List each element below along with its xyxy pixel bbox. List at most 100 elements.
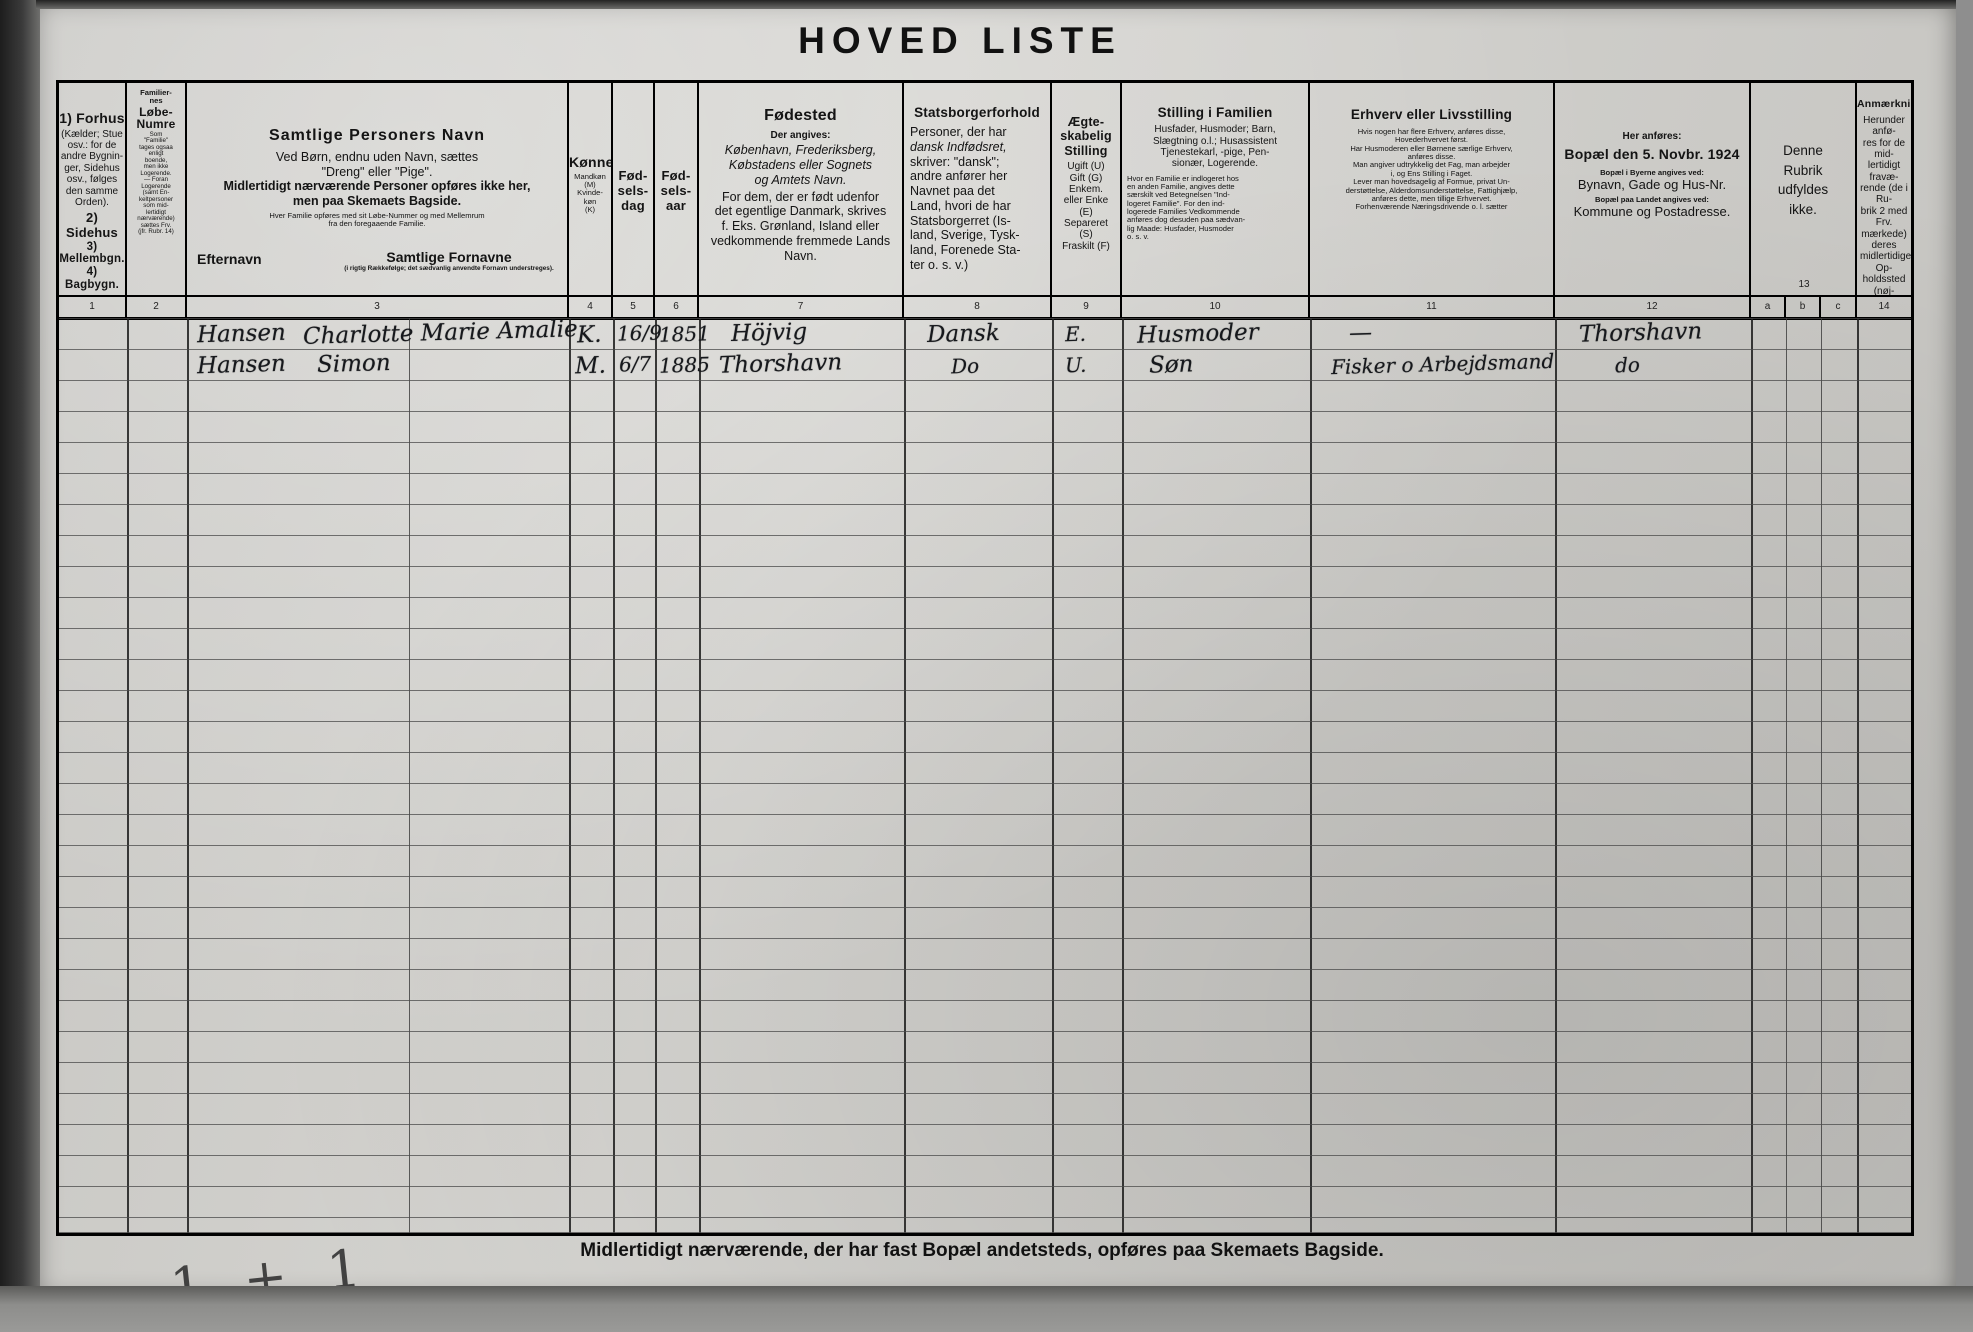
col4-line: Mandkøn	[574, 171, 606, 181]
col4-title: Kønnet	[569, 154, 613, 170]
col1-title: 1) Forhus	[59, 110, 125, 126]
col4-line: (M)	[584, 180, 596, 190]
col10-fine: logerede Families Vedkommende	[1127, 207, 1240, 217]
paper-sheet	[36, 0, 1956, 1300]
col3-line: "Dreng" eller "Pige".	[321, 164, 433, 179]
col13-line: Denne	[1783, 143, 1823, 158]
header-col-lobenumre: Familier- nes Løbe- Numre Som "Familie" …	[127, 83, 187, 295]
col13-line: ikke.	[1789, 201, 1817, 217]
cell-konnet: M.	[574, 352, 607, 380]
footer-note: Midlertidigt nærværende, der har fast Bo…	[580, 1240, 1384, 1261]
page-bottom-edge	[0, 1286, 1973, 1332]
col2-fine: enligt	[148, 150, 164, 158]
col2-fine: boende,	[144, 156, 168, 164]
col1-line: (Kælder; Stue	[61, 128, 123, 140]
col8-line: Land, hvori de har	[910, 198, 1011, 213]
cell-fodselsdag: 16/9	[616, 320, 663, 346]
header-col-statsborgerforhold: Statsborgerforhold Personer, der har dan…	[904, 83, 1052, 295]
col6-line: aar	[665, 197, 687, 213]
col11-fine: anføres disse.	[1407, 152, 1456, 162]
colnum-10: 10	[1122, 297, 1310, 317]
col2-line: Familier-	[140, 88, 172, 97]
colnum-11: 11	[1310, 297, 1555, 317]
col2-fine: (jfr. Rubr. 14)	[138, 228, 174, 236]
col14-title: Anmærkninger	[1857, 98, 1911, 110]
colnum-1: 1	[59, 297, 127, 317]
col5-line: sels-	[617, 182, 649, 198]
colnum-7: 7	[699, 297, 904, 317]
header-col-bopael: Her anføres: Bopæl den 5. Novbr. 1924 Bo…	[1555, 83, 1751, 295]
col11-fine: i, og Ens Stilling i Faget.	[1390, 168, 1473, 178]
col12-title: Bopæl den 5. Novbr. 1924	[1564, 146, 1740, 163]
col14-line: res for de mid-	[1862, 137, 1906, 160]
colnum-13c: c	[1821, 297, 1857, 317]
col8-line: Personer, der har	[910, 125, 1007, 140]
colnum-2: 2	[127, 297, 187, 317]
header-col-fodselsdag: Fød- sels- dag	[613, 83, 655, 295]
col14-line: midlertidige Op-	[1860, 251, 1911, 274]
col2-title: Numre	[136, 117, 176, 132]
col3-subheader-note: (i rigtig Rækkefølge; det sædvanlig anve…	[344, 265, 554, 272]
header-col-denne-rubrik: Denne Rubrik udfyldes ikke.	[1751, 83, 1857, 295]
col2-fine: Som	[149, 130, 163, 138]
colnum-13b: b	[1786, 297, 1821, 317]
header-col-erhverv: Erhverv eller Livsstilling Hvis nogen ha…	[1310, 83, 1555, 295]
header-col-aegteskabelig-stilling: Ægte- skabelig Stilling Ugift (U) Gift (…	[1052, 83, 1122, 295]
colnum-9: 9	[1052, 297, 1122, 317]
col9-line: (S)	[1079, 229, 1093, 241]
col12-sub: Her anføres:	[1622, 131, 1682, 142]
col11-fine: Har Husmoderen eller Børnene særlige Erh…	[1350, 143, 1513, 153]
col8-line: land, Forenede Sta-	[910, 243, 1021, 258]
cell-efternavn: Hansen	[196, 319, 287, 349]
col7-line: For dem, der er født udenfor	[721, 189, 879, 204]
col14-line: brik 2 med Frv.	[1860, 205, 1908, 229]
col14-line: Herunder anfø-	[1863, 114, 1905, 138]
cell-fodested: Höjvig	[730, 318, 808, 348]
col1-line: Orden).	[75, 197, 109, 209]
col9-line: Enkem.	[1069, 183, 1103, 195]
col11-fine: Man angiver udtrykkelig det Fag, man arb…	[1352, 160, 1511, 170]
col8-line: land, Sverige, Tysk-	[910, 228, 1020, 243]
col10-fine: anføres dog desuden paa sædvan-	[1127, 215, 1246, 225]
col10-fine: særskilt ved Betegnelsen "Ind-	[1127, 190, 1230, 200]
col1-line: osv., følges	[66, 174, 118, 186]
header-col-forhus: 1) Forhus (Kælder; Stue osv.: for de and…	[59, 83, 127, 295]
col11-fine: Hovederhvervet først.	[1394, 135, 1468, 145]
column-number-strip: 1 2 3 4 5 6 7 8 9 10 11 12 a b c 14	[59, 295, 1911, 320]
col2-fine: som mid-	[143, 202, 169, 210]
col3-fine: Hver Familie opføres med sit Løbe-Nummer…	[269, 210, 485, 220]
cell-fodselsaar: 1885	[658, 352, 711, 378]
col4-line: køn	[583, 196, 597, 206]
col7-line: Købstadens eller Sognets	[728, 158, 873, 173]
table-body: Hansen Charlotte Marie Amalie K. 16/9 18…	[59, 316, 1911, 1233]
col10-fine: lig Maade: Husfader, Husmoder	[1127, 223, 1234, 233]
col7-title: Fødested	[764, 107, 837, 124]
header-col-konnet: Kønnet Mandkøn (M) Kvinde- køn (K)	[569, 83, 613, 295]
cell-fodselsdag: 6/7	[618, 351, 652, 377]
col9-line: Fraskilt (F)	[1062, 240, 1110, 252]
colnum-3: 3	[187, 297, 569, 317]
header-col-navn: Samtlige Personers Navn Ved Børn, endnu …	[187, 83, 569, 295]
col9-title: Stilling	[1064, 143, 1108, 158]
cell-erhverv: —	[1348, 319, 1373, 347]
colnum-6: 6	[655, 297, 699, 317]
col12-fine2: Bopæl paa Landet angives ved:	[1595, 194, 1709, 204]
col8-line: skriver: "dansk";	[910, 154, 1000, 169]
col14-line: mærkede) deres	[1861, 228, 1907, 252]
col10-fine: Hvor en Familie er indlogeret hos	[1127, 173, 1239, 183]
col6-line: sels-	[660, 182, 692, 198]
col10-fine: logeret Familie". For den ind-	[1127, 198, 1225, 208]
cell-statsborgerforhold: Dansk	[926, 319, 1001, 349]
col9-line: Gift (G)	[1069, 172, 1103, 184]
colnum-14: 14	[1878, 301, 1890, 312]
col1-title4: 4) Bagbygn.	[65, 266, 119, 292]
colnum-4: 4	[569, 297, 613, 317]
col11-fine: anføres dette, men tillige Erhvervet.	[1371, 193, 1492, 203]
col11-fine: derstøttelse, Alderdomsunderstøttelse, F…	[1345, 185, 1518, 195]
col8-line: andre anfører her	[910, 169, 1008, 184]
col7-line: og Amtets Navn.	[754, 172, 847, 187]
cell-fodselsaar: 1851	[658, 321, 711, 347]
col12-fine1: Bopæl i Byerne angives ved:	[1600, 168, 1704, 178]
col9-line: eller Enke	[1063, 195, 1109, 207]
